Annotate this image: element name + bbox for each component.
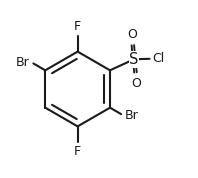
Text: Br: Br bbox=[16, 56, 30, 69]
Text: Br: Br bbox=[125, 109, 138, 122]
Text: O: O bbox=[128, 28, 138, 41]
Text: F: F bbox=[74, 145, 81, 158]
Text: S: S bbox=[129, 52, 139, 67]
Text: F: F bbox=[74, 20, 81, 33]
Text: Cl: Cl bbox=[152, 52, 164, 65]
Text: O: O bbox=[131, 77, 141, 90]
